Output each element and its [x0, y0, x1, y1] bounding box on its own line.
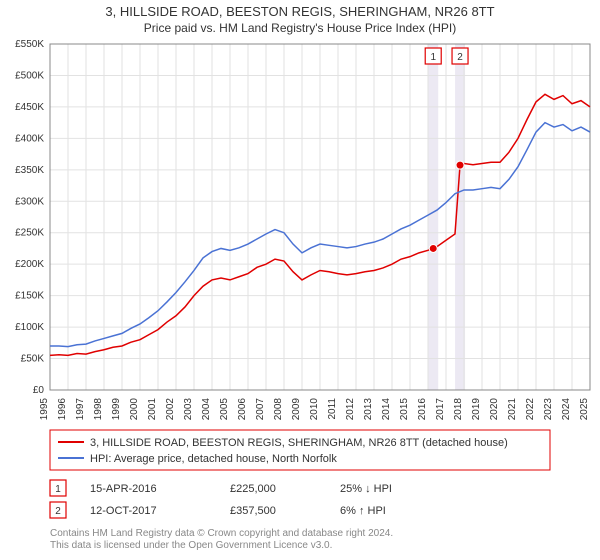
x-tick-label: 1995	[39, 398, 50, 421]
x-tick-label: 2020	[489, 398, 500, 421]
x-tick-label: 1997	[75, 398, 86, 421]
x-tick-label: 2003	[183, 398, 194, 421]
sale-diff: 25% ↓ HPI	[340, 483, 392, 495]
x-tick-label: 2016	[417, 398, 428, 421]
x-tick-label: 1996	[57, 398, 68, 421]
x-tick-label: 2012	[345, 398, 356, 421]
sale-price: £357,500	[230, 505, 276, 517]
x-tick-label: 2013	[363, 398, 374, 421]
x-tick-label: 2008	[273, 398, 284, 421]
x-tick-label: 1999	[111, 398, 122, 421]
y-tick-label: £400K	[15, 133, 44, 144]
y-tick-label: £200K	[15, 259, 44, 270]
sale-date: 15-APR-2016	[90, 483, 157, 495]
marker-number: 1	[430, 52, 436, 63]
chart-subtitle: Price paid vs. HM Land Registry's House …	[144, 21, 456, 35]
footer-line: Contains HM Land Registry data © Crown c…	[50, 528, 393, 539]
x-tick-label: 2015	[399, 398, 410, 421]
svg-text:2: 2	[55, 506, 61, 517]
legend-label: HPI: Average price, detached house, Nort…	[90, 453, 337, 465]
svg-text:1: 1	[55, 484, 61, 495]
x-tick-label: 2022	[525, 398, 536, 421]
x-tick-label: 2023	[543, 398, 554, 421]
sale-diff: 6% ↑ HPI	[340, 505, 386, 517]
legend-label: 3, HILLSIDE ROAD, BEESTON REGIS, SHERING…	[90, 437, 508, 449]
y-tick-label: £50K	[21, 354, 45, 365]
x-tick-label: 2017	[435, 398, 446, 421]
chart-title: 3, HILLSIDE ROAD, BEESTON REGIS, SHERING…	[105, 4, 494, 19]
x-tick-label: 2024	[561, 398, 572, 421]
y-tick-label: £100K	[15, 322, 44, 333]
footer-line: This data is licensed under the Open Gov…	[50, 540, 332, 551]
y-tick-label: £350K	[15, 165, 44, 176]
y-tick-label: £0	[33, 385, 45, 396]
x-tick-label: 2018	[453, 398, 464, 421]
y-tick-label: £300K	[15, 196, 44, 207]
x-tick-label: 2009	[291, 398, 302, 421]
y-tick-label: £250K	[15, 228, 44, 239]
y-tick-label: £450K	[15, 102, 44, 113]
y-tick-label: £500K	[15, 70, 44, 81]
x-tick-label: 2000	[129, 398, 140, 421]
sale-marker	[429, 244, 437, 252]
x-tick-label: 2001	[147, 398, 158, 421]
sale-price: £225,000	[230, 483, 276, 495]
x-tick-label: 2021	[507, 398, 518, 421]
x-tick-label: 2002	[165, 398, 176, 421]
x-tick-label: 2014	[381, 398, 392, 421]
marker-number: 2	[457, 52, 463, 63]
x-tick-label: 2006	[237, 398, 248, 421]
price-chart: 3, HILLSIDE ROAD, BEESTON REGIS, SHERING…	[0, 0, 600, 560]
x-tick-label: 2010	[309, 398, 320, 421]
x-tick-label: 2005	[219, 398, 230, 421]
y-tick-label: £550K	[15, 39, 44, 50]
x-tick-label: 1998	[93, 398, 104, 421]
x-tick-label: 2011	[327, 398, 338, 420]
sale-marker	[456, 161, 464, 169]
sale-date: 12-OCT-2017	[90, 505, 157, 517]
x-tick-label: 2007	[255, 398, 266, 421]
x-tick-label: 2004	[201, 398, 212, 421]
x-tick-label: 2019	[471, 398, 482, 421]
x-tick-label: 2025	[579, 398, 590, 421]
y-tick-label: £150K	[15, 291, 44, 302]
